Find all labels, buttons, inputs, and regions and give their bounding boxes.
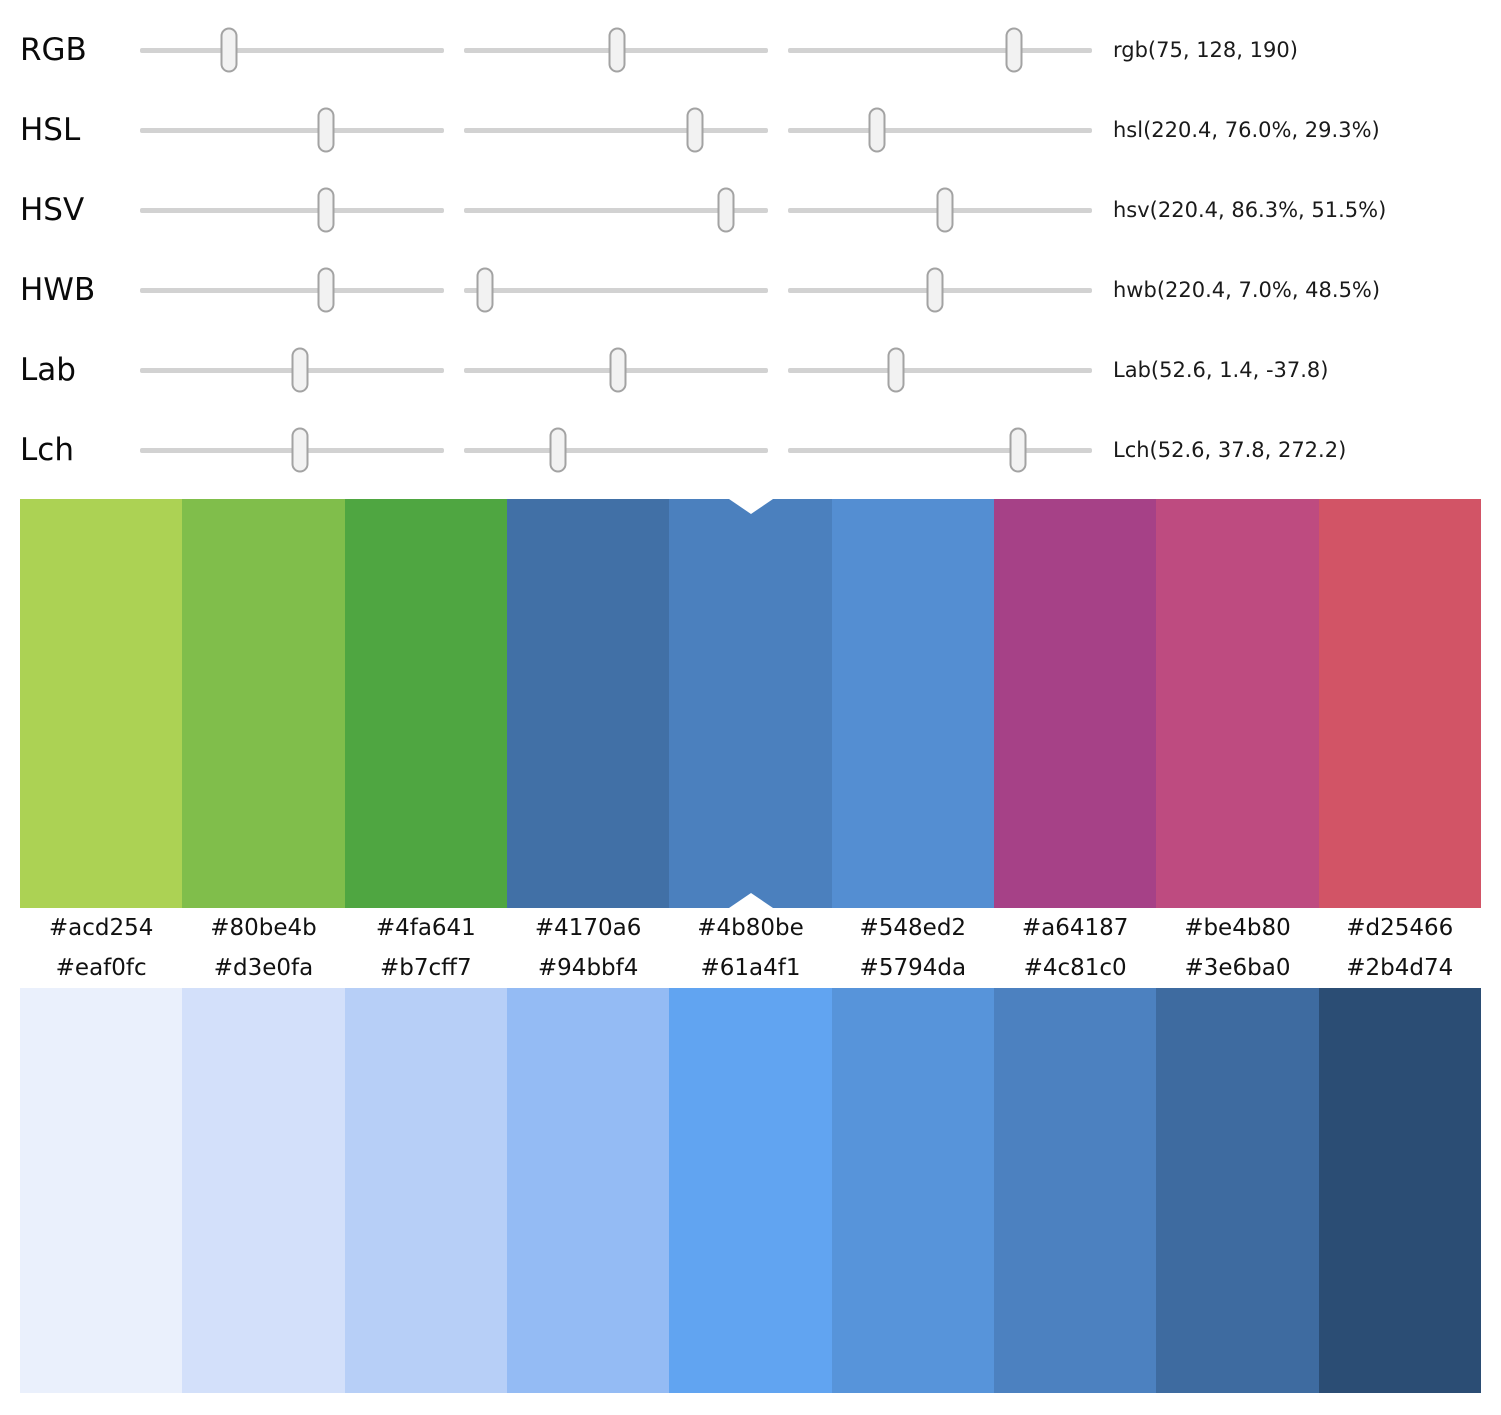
hue-hex-labels: #acd254 #80be4b #4fa641 #4170a6 #4b80be #548e…	[20, 908, 1481, 948]
tint-palette-hex-label-2: #d3e0fa	[213, 955, 314, 981]
hue-palette-swatch-2[interactable]	[182, 499, 345, 908]
hsl-slider-thumb-3[interactable]	[868, 107, 886, 153]
lch-slider-thumb-1[interactable]	[291, 427, 309, 473]
rgb-slider-track-3[interactable]	[788, 27, 1092, 73]
slider-row-label-hsv: HSV	[20, 192, 85, 228]
lch-slider-thumb-3[interactable]	[1009, 427, 1027, 473]
hue-palette-hex-label-7: #a64187	[1021, 915, 1129, 941]
lab-slider-track-1[interactable]	[140, 347, 444, 393]
slider-row-label-lab: Lab	[20, 352, 76, 388]
lab-value-readout: Lab(52.6, 1.4, -37.8)	[1113, 358, 1329, 382]
hue-palette	[20, 499, 1481, 908]
hsv-slider-thumb-1[interactable]	[317, 187, 335, 233]
hue-palette-hex-label-3: #4fa641	[375, 915, 476, 941]
hsv-slider-track-3[interactable]	[788, 187, 1092, 233]
lch-slider-track-3[interactable]	[788, 427, 1092, 473]
rgb-slider-thumb-2[interactable]	[608, 27, 626, 73]
hue-palette-hex-label-2: #80be4b	[210, 915, 317, 941]
rgb-slider-track-1[interactable]	[140, 27, 444, 73]
hsv-slider-track-1[interactable]	[140, 187, 444, 233]
hsl-value-readout: hsl(220.4, 76.0%, 29.3%)	[1113, 118, 1380, 142]
hue-palette-swatch-5[interactable]	[669, 499, 832, 908]
hue-palette-hex-label-8: #be4b80	[1184, 915, 1291, 941]
lab-slider-track-2[interactable]	[464, 347, 768, 393]
hue-palette-hex-label-6: #548ed2	[859, 915, 967, 941]
tint-palette-hex-label-7: #4c81c0	[1023, 955, 1127, 981]
tint-palette-swatch-3[interactable]	[344, 988, 507, 1393]
selected-swatch-notch-bottom	[728, 893, 773, 908]
hue-palette-hex-label-1: #acd254	[48, 915, 154, 941]
tint-palette-swatch-6[interactable]	[831, 988, 994, 1393]
tint-palette-hex-label-3: #b7cff7	[380, 955, 472, 981]
hwb-slider-track-2[interactable]	[464, 267, 768, 313]
hwb-slider-thumb-2[interactable]	[476, 267, 494, 313]
hue-palette-swatch-6[interactable]	[831, 499, 994, 908]
hsv-slider-thumb-2[interactable]	[717, 187, 735, 233]
lch-slider-track-1[interactable]	[140, 427, 444, 473]
tint-palette-swatch-8[interactable]	[1156, 988, 1319, 1393]
lch-value-readout: Lch(52.6, 37.8, 272.2)	[1113, 438, 1347, 462]
hwb-slider-track-1[interactable]	[140, 267, 444, 313]
tint-palette-swatch-4[interactable]	[506, 988, 670, 1393]
slider-row-label-lch: Lch	[20, 432, 74, 468]
tint-palette	[20, 988, 1481, 1393]
lab-slider-track-3[interactable]	[788, 347, 1092, 393]
hsl-slider-thumb-2[interactable]	[686, 107, 704, 153]
rgb-slider-track-2[interactable]	[464, 27, 768, 73]
hwb-slider-thumb-3[interactable]	[926, 267, 944, 313]
tint-palette-hex-label-1: #eaf0fc	[55, 955, 147, 981]
rgb-value-readout: rgb(75, 128, 190)	[1113, 38, 1298, 62]
hsv-slider-track-2[interactable]	[464, 187, 768, 233]
hsl-slider-track-1[interactable]	[140, 107, 444, 153]
slider-row-label-hwb: HWB	[20, 272, 96, 308]
lab-slider-thumb-1[interactable]	[291, 347, 309, 393]
tint-palette-swatch-2[interactable]	[182, 988, 345, 1393]
hue-palette-hex-label-5: #4b80be	[697, 915, 804, 941]
hue-palette-swatch-1[interactable]	[20, 499, 183, 908]
lab-slider-thumb-2[interactable]	[609, 347, 627, 393]
tint-palette-hex-label-8: #3e6ba0	[1184, 955, 1291, 981]
hsl-slider-track-2[interactable]	[464, 107, 768, 153]
hue-palette-hex-label-9: #d25466	[1346, 915, 1454, 941]
slider-row-label-rgb: RGB	[20, 32, 87, 68]
tint-palette-swatch-5[interactable]	[669, 988, 832, 1393]
hue-palette-swatch-3[interactable]	[344, 499, 507, 908]
lab-slider-thumb-3[interactable]	[887, 347, 905, 393]
hsv-slider-thumb-3[interactable]	[936, 187, 954, 233]
slider-row-label-hsl: HSL	[20, 112, 81, 148]
tint-palette-hex-label-9: #2b4d74	[1346, 955, 1454, 981]
tint-palette-swatch-1[interactable]	[20, 988, 183, 1393]
hwb-value-readout: hwb(220.4, 7.0%, 48.5%)	[1113, 278, 1381, 302]
hue-palette-hex-label-4: #4170a6	[534, 915, 642, 941]
hue-palette-swatch-8[interactable]	[1156, 499, 1319, 908]
rgb-slider-thumb-1[interactable]	[220, 27, 238, 73]
hsl-slider-thumb-1[interactable]	[317, 107, 335, 153]
lch-slider-track-2[interactable]	[464, 427, 768, 473]
hwb-slider-thumb-1[interactable]	[317, 267, 335, 313]
hsv-value-readout: hsv(220.4, 86.3%, 51.5%)	[1113, 198, 1387, 222]
hue-palette-swatch-7[interactable]	[993, 499, 1157, 908]
selected-swatch-notch-top	[728, 499, 773, 514]
hsl-slider-track-3[interactable]	[788, 107, 1092, 153]
tint-palette-swatch-7[interactable]	[993, 988, 1157, 1393]
lch-slider-thumb-2[interactable]	[549, 427, 567, 473]
tint-hex-labels: #eaf0fc #d3e0fa #b7cff7 #94bbf4 #61a4f1 #5794…	[20, 948, 1481, 988]
tint-palette-hex-label-5: #61a4f1	[700, 955, 801, 981]
rgb-slider-thumb-3[interactable]	[1005, 27, 1023, 73]
tint-palette-hex-label-4: #94bbf4	[537, 955, 639, 981]
hue-palette-swatch-4[interactable]	[506, 499, 670, 908]
hwb-slider-track-3[interactable]	[788, 267, 1092, 313]
tint-palette-swatch-9[interactable]	[1318, 988, 1481, 1393]
tint-palette-hex-label-6: #5794da	[859, 955, 967, 981]
hue-palette-swatch-9[interactable]	[1318, 499, 1481, 908]
